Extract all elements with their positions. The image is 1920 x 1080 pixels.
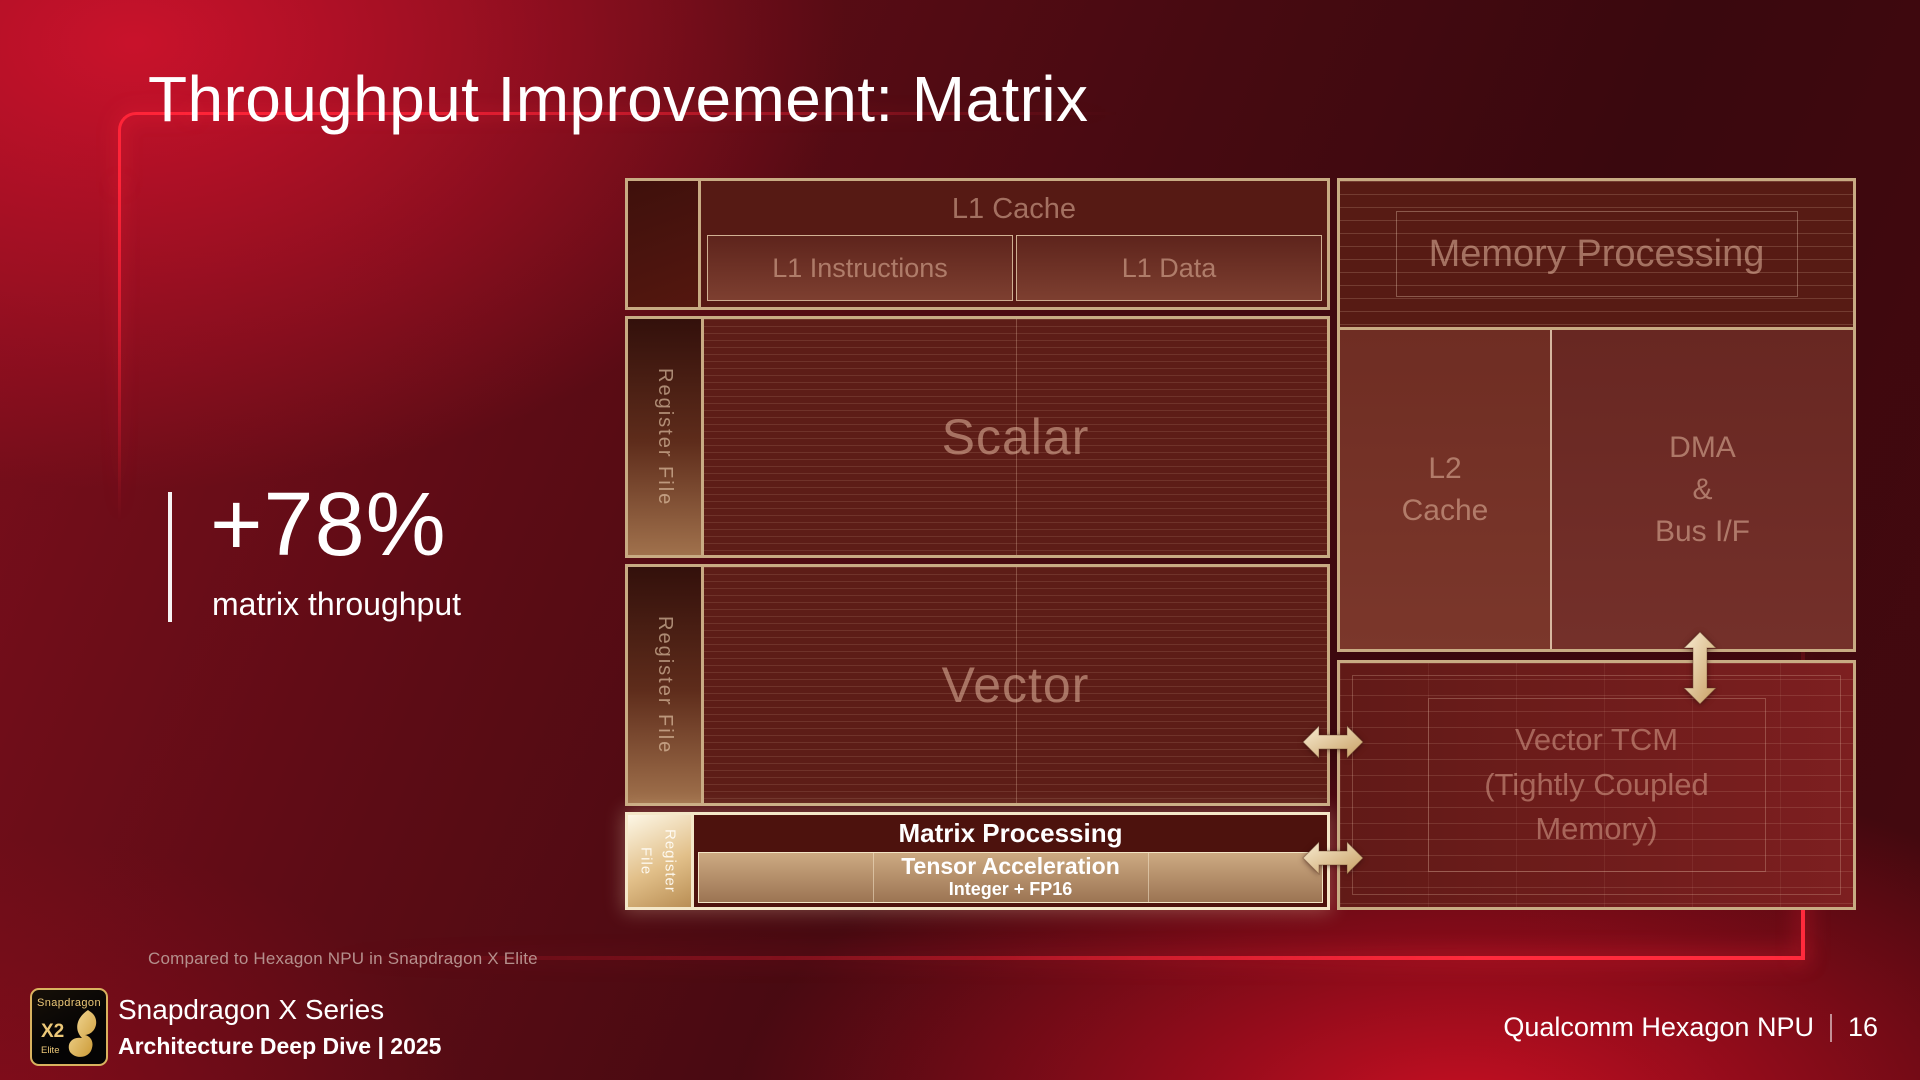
footer-series: Snapdragon X Series	[118, 994, 385, 1025]
matrix-register-file: Register File	[628, 815, 694, 907]
l2-label-line: Cache	[1401, 493, 1489, 527]
matrix-processing-label: Matrix Processing	[898, 818, 1123, 848]
l1-data-block: L1 Data	[1016, 235, 1322, 301]
logo-model-text: X2	[41, 1021, 65, 1042]
matrix-processing-block: Register File Matrix Processing Tensor A…	[625, 812, 1330, 910]
dma-label-line: Bus I/F	[1654, 514, 1751, 548]
register-file-label: Register File	[654, 367, 676, 507]
page-title: Throughput Improvement: Matrix	[148, 63, 1089, 135]
vector-register-file: Register File	[628, 567, 704, 803]
scalar-register-file: Register File	[628, 319, 704, 555]
footer-right-block: Qualcomm Hexagon NPU 16	[1503, 1012, 1878, 1043]
stat-label: matrix throughput	[212, 586, 462, 622]
dma-label-line: &	[1692, 472, 1713, 506]
vector-tcm-label: Vector TCM (Tightly Coupled Memory)	[1340, 663, 1853, 907]
logo-brand-text: Snapdragon	[37, 997, 101, 1009]
l2-cache-block: L2 Cache	[1340, 330, 1552, 649]
register-file-label: Register File	[654, 615, 676, 755]
tensor-datatype-label: Integer + FP16	[948, 879, 1073, 900]
vector-label: Vector	[941, 657, 1090, 713]
footer-subtitle: Architecture Deep Dive | 2025	[118, 1033, 442, 1059]
memory-processing-label: Memory Processing	[1428, 232, 1765, 275]
glow-frame-left-edge	[118, 182, 121, 522]
memory-section: Memory Processing L2 Cache DMA & Bus I/F	[1337, 178, 1856, 652]
vector-unit: Vector	[704, 567, 1327, 803]
tcm-frame-inner	[1427, 698, 1766, 872]
tensor-acceleration-block: Tensor Acceleration Integer + FP16	[698, 852, 1323, 903]
memory-processing-frame	[1395, 211, 1798, 297]
dma-bus-block: DMA & Bus I/F	[1552, 330, 1853, 649]
matrix-content: Matrix Processing Tensor Acceleration In…	[694, 815, 1327, 907]
scalar-block: Register File Scalar	[625, 316, 1330, 558]
tcm-texture	[1340, 663, 1853, 907]
tcm-label-line: Vector TCM	[1514, 721, 1679, 757]
register-file-label: Register File	[637, 829, 679, 893]
vector-block: Register File Vector	[625, 564, 1330, 806]
scalar-label: Scalar	[941, 409, 1090, 465]
vector-tcm-block: Vector TCM (Tightly Coupled Memory)	[1337, 660, 1856, 910]
tensor-acceleration-label: Tensor Acceleration	[901, 853, 1120, 880]
l1-cache-label: L1 Cache	[951, 192, 1077, 225]
footnote: Compared to Hexagon NPU in Snapdragon X …	[148, 949, 538, 968]
flame-icon	[68, 1010, 97, 1057]
l2-dma-row: L2 Cache DMA & Bus I/F	[1340, 330, 1853, 649]
memory-processing-block: Memory Processing	[1340, 181, 1853, 330]
bidirectional-arrow-icon	[1302, 840, 1364, 876]
l1-cache-block: L1 Cache L1 Instructions L1 Data	[625, 178, 1330, 310]
stat-value: +78%	[210, 475, 447, 575]
l1-subblocks: L1 Instructions L1 Data	[707, 235, 1322, 301]
scalar-unit: Scalar	[704, 319, 1327, 555]
tcm-frame-outer	[1352, 675, 1841, 895]
dma-label-line: DMA	[1669, 430, 1736, 464]
footer-separator	[1829, 1013, 1832, 1042]
page-number: 16	[1847, 1012, 1878, 1042]
bidirectional-arrow-vertical-icon	[1682, 631, 1718, 705]
l2-label-line: L2	[1428, 451, 1462, 485]
tcm-label-line: (Tightly Coupled	[1484, 766, 1709, 802]
logo-tier-text: Elite	[41, 1045, 60, 1056]
bidirectional-arrow-icon	[1302, 724, 1364, 760]
snapdragon-logo: Snapdragon X2 Elite	[30, 988, 108, 1066]
l1-corner-cell	[628, 181, 701, 307]
footer-right-label: Qualcomm Hexagon NPU	[1503, 1012, 1814, 1042]
tcm-label-line: Memory)	[1535, 811, 1658, 847]
npu-block-diagram: L1 Cache L1 Instructions L1 Data Registe…	[625, 178, 1856, 912]
stat-divider	[168, 492, 172, 622]
footer-brand-block: Snapdragon X Series Architecture Deep Di…	[118, 994, 441, 1060]
l1-instructions-block: L1 Instructions	[707, 235, 1013, 301]
